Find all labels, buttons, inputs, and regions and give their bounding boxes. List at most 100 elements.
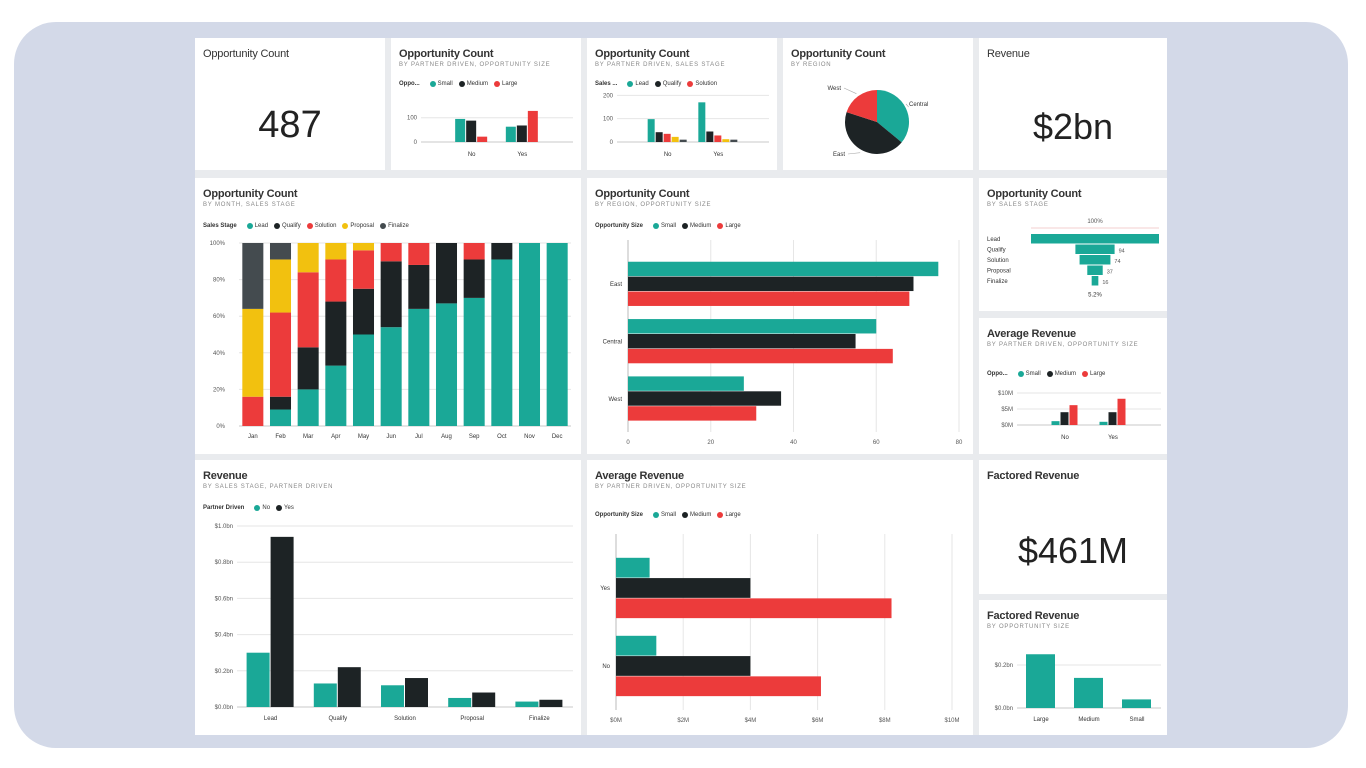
bar-no-medium xyxy=(1060,412,1069,425)
opportunity-by-month-stage-tile[interactable]: Opportunity Count BY MONTH, SALES STAGE Sa… xyxy=(195,178,581,454)
legend-item[interactable]: Solution xyxy=(306,223,337,229)
x-category-label: Aug xyxy=(441,434,452,440)
segment-apr-solution xyxy=(325,259,347,302)
legend-item[interactable]: Proposal xyxy=(342,223,374,229)
tile-title: Revenue xyxy=(987,48,1030,60)
legend-label: Large xyxy=(502,81,518,87)
average-revenue-by-partner-size-tile[interactable]: Average Revenue BY PARTNER DRIVEN, OPPORT… xyxy=(587,460,973,735)
legend-item[interactable]: Medium xyxy=(458,81,488,87)
y-tick-label: 100 xyxy=(603,117,614,123)
x-category-label: Large xyxy=(1033,717,1049,723)
bar-yes-large xyxy=(527,110,538,142)
bar-no-medium xyxy=(616,656,751,676)
kpi-revenue-tile[interactable]: Revenue $2bn xyxy=(979,38,1167,170)
tile-subtitle: BY PARTNER DRIVEN, OPPORTUNITY SIZE xyxy=(987,342,1139,348)
tile-title: Opportunity Count xyxy=(203,188,298,200)
average-revenue-small-tile[interactable]: Average Revenue BY PARTNER DRIVEN, OPPORT… xyxy=(979,318,1167,454)
funnel-bar-finalize xyxy=(1091,276,1099,286)
segment-feb-proposal xyxy=(269,259,292,313)
legend-item[interactable]: Lead xyxy=(627,81,649,87)
legend-dot-icon xyxy=(494,81,501,87)
factored-revenue-by-size-tile[interactable]: Factored Revenue BY OPPORTUNITY SIZE $0.0b… xyxy=(979,600,1167,735)
legend-dot-icon xyxy=(653,223,659,229)
legend-label: No xyxy=(262,505,271,511)
kpi-value: 487 xyxy=(258,104,322,146)
legend-item[interactable]: Small xyxy=(653,512,676,518)
kpi-factored-revenue-tile[interactable]: Factored Revenue $461M xyxy=(979,460,1167,594)
chart-svg: $0M $5M $10M No Yes xyxy=(998,391,1161,441)
chart-legend: Opportunity Size Small Medium Large xyxy=(595,512,741,518)
bar-west-large xyxy=(628,406,757,421)
legend-dot-icon xyxy=(274,223,281,229)
legend-item[interactable]: Yes xyxy=(276,505,294,511)
x-tick-label: $10M xyxy=(944,718,959,724)
segment-feb-finalize xyxy=(269,243,292,260)
legend-item[interactable]: Qualify xyxy=(654,81,682,87)
funnel-category-label: Lead xyxy=(987,237,1000,243)
opportunity-by-partner-size-tile[interactable]: Opportunity Count BY PARTNER DRIVEN, OPPO… xyxy=(391,38,581,170)
x-category-label: Finalize xyxy=(529,716,550,722)
legend-item[interactable]: No xyxy=(254,505,270,511)
x-tick-label: $8M xyxy=(879,718,891,724)
bar-central-medium xyxy=(628,333,856,349)
x-category-label: Nov xyxy=(524,434,535,440)
legend-item[interactable]: Small xyxy=(1017,371,1041,377)
funnel-top-label: 100% xyxy=(1087,219,1103,225)
segment-apr-proposal xyxy=(325,243,347,260)
legend-title: Sales ... xyxy=(595,81,618,87)
legend-item[interactable]: Medium xyxy=(682,512,711,518)
segment-feb-lead xyxy=(269,409,292,426)
legend-item[interactable]: Qualify xyxy=(274,223,301,229)
segment-jul-qualify xyxy=(408,264,430,309)
legend-item[interactable]: Large xyxy=(717,223,741,229)
segment-feb-solution xyxy=(269,312,292,397)
y-tick-label: 100 xyxy=(407,116,418,122)
legend-dot-icon xyxy=(429,81,436,87)
legend-label: Solution xyxy=(314,223,337,229)
legend-item[interactable]: Medium xyxy=(682,223,711,229)
segment-mar-lead xyxy=(297,389,319,426)
legend-item[interactable]: Small xyxy=(429,81,453,87)
bar-yes-proposal xyxy=(722,139,730,142)
x-category-label: Small xyxy=(1129,717,1144,723)
opportunity-funnel-tile[interactable]: Opportunity Count BY SALES STAGE 100% Lead Q… xyxy=(979,178,1167,311)
revenue-by-stage-partner-tile[interactable]: Revenue BY SALES STAGE, PARTNER DRIVEN Par… xyxy=(195,460,581,735)
tile-subtitle: BY OPPORTUNITY SIZE xyxy=(987,624,1070,630)
bar-proposal-no xyxy=(448,697,472,707)
legend-title: Oppo... xyxy=(399,81,420,87)
tile-subtitle: BY PARTNER DRIVEN, OPPORTUNITY SIZE xyxy=(399,62,551,68)
y-tick-label: $0.2bn xyxy=(995,663,1013,669)
legend-label: Medium xyxy=(1054,371,1077,377)
legend-item[interactable]: Medium xyxy=(1046,371,1077,377)
y-tick-label: 0 xyxy=(610,140,614,146)
legend-title: Partner Driven xyxy=(203,505,245,511)
legend-item[interactable]: Large xyxy=(1082,371,1105,377)
legend-item[interactable]: Small xyxy=(653,223,676,229)
segment-sep-qualify xyxy=(463,259,485,298)
opportunity-by-partner-stage-tile[interactable]: Opportunity Count BY PARTNER DRIVEN, SALE… xyxy=(587,38,777,170)
legend-item[interactable]: Finalize xyxy=(380,223,409,229)
bar-solution-yes xyxy=(405,678,428,707)
chart-legend: Partner Driven No Yes xyxy=(203,505,294,511)
opportunity-by-region-size-tile[interactable]: Opportunity Count BY REGION, OPPORTUNITY … xyxy=(587,178,973,454)
kpi-opportunity-count-tile[interactable]: Opportunity Count 487 xyxy=(195,38,385,170)
chart-legend: Oppo... Small Medium Large xyxy=(399,81,517,87)
opportunity-by-region-pie-tile[interactable]: Opportunity Count BY REGION Central East Wes… xyxy=(783,38,973,170)
legend-dot-icon xyxy=(254,505,261,511)
chart-svg: 0 20 40 60 80 East Central West xyxy=(603,240,963,446)
legend-item[interactable]: Lead xyxy=(246,223,268,229)
legend-label: Qualify xyxy=(662,81,682,87)
legend-dot-icon xyxy=(627,81,634,87)
segment-mar-solution xyxy=(297,272,319,348)
x-category-label: Yes xyxy=(713,152,723,158)
x-tick-label: $2M xyxy=(677,718,689,724)
x-category-label: Jul xyxy=(415,434,423,440)
tile-subtitle: BY REGION, OPPORTUNITY SIZE xyxy=(595,202,712,208)
legend-item[interactable]: Large xyxy=(494,81,517,87)
legend-item[interactable]: Solution xyxy=(687,81,717,87)
funnel-bar-proposal xyxy=(1087,265,1103,275)
bar-finalize-yes xyxy=(539,699,563,707)
bar-no-large xyxy=(477,136,488,142)
legend-item[interactable]: Large xyxy=(717,512,741,518)
funnel-data-label: 94 xyxy=(1119,249,1125,255)
